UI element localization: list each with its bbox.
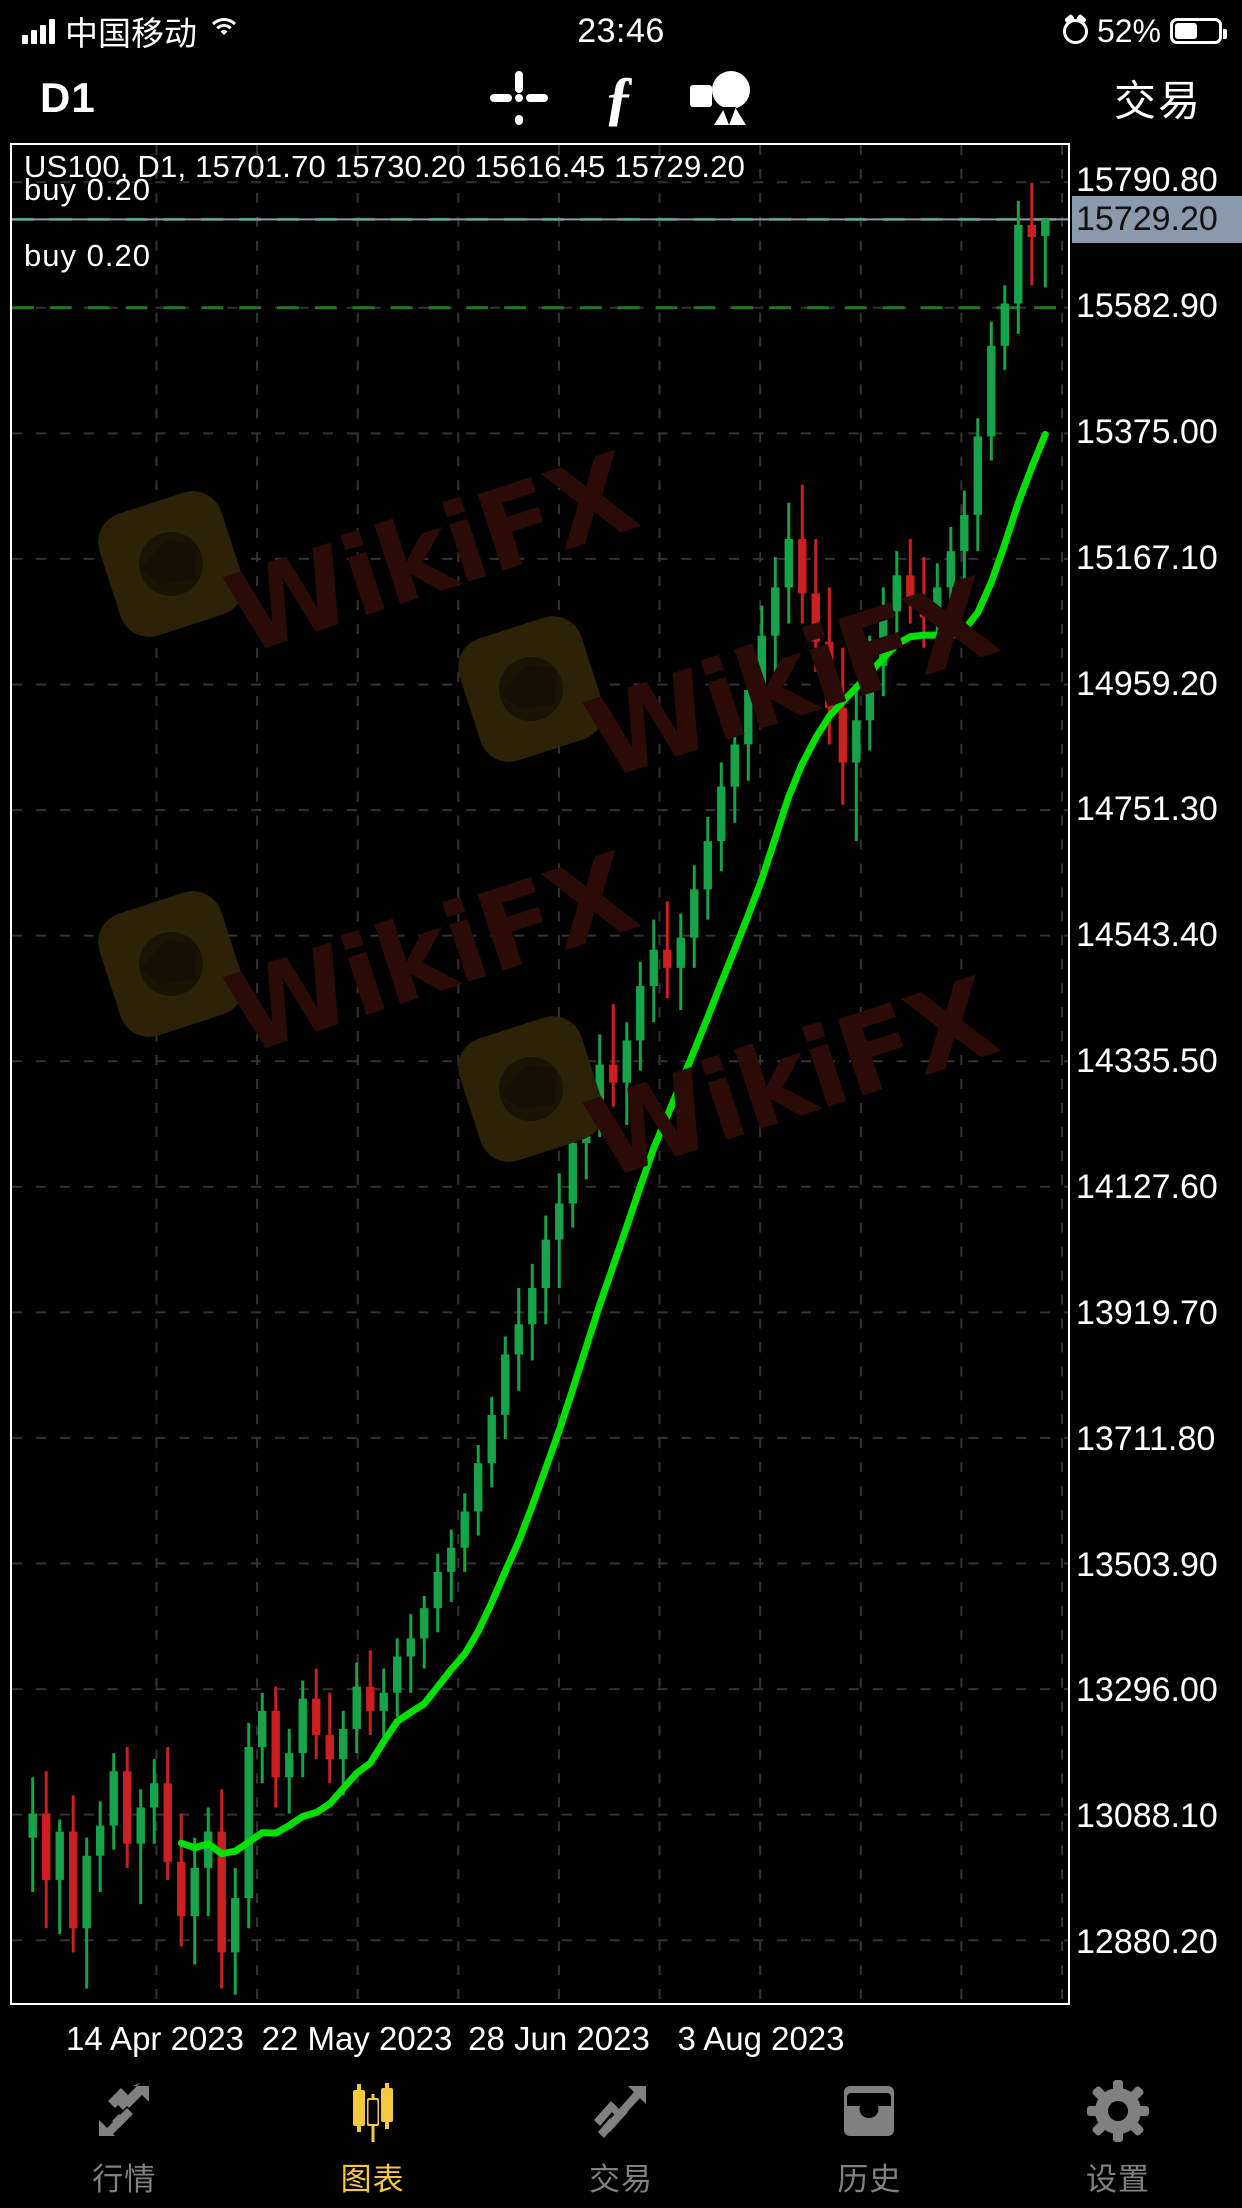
price-tick-label: 14751.30 xyxy=(1076,790,1218,829)
chart-toolbar: D1 ƒ 交易 xyxy=(0,62,1242,134)
nav-item-quotes[interactable]: 行情 xyxy=(0,2068,248,2208)
position-label-2: buy 0.20 xyxy=(24,238,151,273)
wifi-icon xyxy=(207,18,241,44)
status-bar-left: 中国移动 xyxy=(22,7,241,55)
objects-icon[interactable] xyxy=(690,71,752,125)
current-price-badge[interactable]: 15729.20 xyxy=(1072,195,1242,243)
price-axis[interactable]: 15790.80 15582.90 15375.00 15167.10 14959.20… xyxy=(1072,143,1242,2005)
nav-label-history: 历史 xyxy=(837,2161,902,2197)
date-tick-label: 14 Apr 2023 xyxy=(66,2020,244,2057)
chart-canvas xyxy=(12,145,1068,2003)
candlestick-chart-icon xyxy=(342,2078,404,2144)
nav-item-trade[interactable]: 交易 xyxy=(497,2068,745,2208)
price-tick-label: 13711.80 xyxy=(1076,1419,1216,1458)
alarm-clock-icon xyxy=(1062,18,1088,44)
nav-item-history[interactable]: 历史 xyxy=(745,2068,993,2208)
crosshair-icon[interactable] xyxy=(490,69,548,127)
price-tick-label: 14127.60 xyxy=(1076,1168,1218,1207)
price-tick-label: 15167.10 xyxy=(1076,538,1218,577)
price-tick-label: 14335.50 xyxy=(1076,1042,1218,1081)
nav-item-charts[interactable]: 图表 xyxy=(248,2068,496,2208)
timeframe-button[interactable]: D1 xyxy=(40,74,96,121)
battery-percent-label: 52% xyxy=(1096,12,1161,49)
date-tick-label: 3 Aug 2023 xyxy=(677,2020,845,2057)
date-tick-label: 22 May 2023 xyxy=(261,2020,453,2057)
price-tick-label: 13088.10 xyxy=(1076,1797,1218,1836)
position-label-1: buy 0.20 xyxy=(24,172,151,207)
cellular-signal-icon xyxy=(22,18,55,44)
price-tick-label: 15790.80 xyxy=(1076,161,1218,200)
battery-icon xyxy=(1170,18,1227,44)
price-tick-label: 14543.40 xyxy=(1076,916,1218,955)
toolbar-icon-group: ƒ xyxy=(490,65,752,131)
price-tick-label: 13503.90 xyxy=(1076,1545,1218,1584)
price-tick-label: 15375.00 xyxy=(1076,412,1218,451)
status-bar: 中国移动 23:46 52% xyxy=(0,0,1242,62)
date-axis: 14 Apr 2023 22 May 2023 28 Jun 2023 3 Aug 2… xyxy=(0,2012,1242,2068)
nav-label-settings: 设置 xyxy=(1085,2161,1150,2197)
price-tick-label: 14959.20 xyxy=(1076,664,1218,703)
carrier-label: 中国移动 xyxy=(65,15,197,52)
function-f-icon[interactable]: ƒ xyxy=(604,65,634,131)
price-chart[interactable]: WikiFX WikiFX WikiFX WikiFX US100, D1, 1… xyxy=(10,143,1070,2005)
status-bar-right: 52% xyxy=(1062,12,1227,50)
nav-item-settings[interactable]: 设置 xyxy=(994,2068,1242,2208)
price-tick-label: 13296.00 xyxy=(1076,1671,1218,1710)
trade-arrow-icon xyxy=(590,2078,652,2144)
bottom-navigation: 行情 图表 交易 xyxy=(0,2068,1242,2208)
price-tick-label: 13919.70 xyxy=(1076,1293,1218,1332)
gear-icon xyxy=(1086,2078,1149,2144)
status-bar-clock: 23:46 xyxy=(577,11,665,50)
nav-label-quotes: 行情 xyxy=(92,2161,157,2197)
trade-button[interactable]: 交易 xyxy=(1113,77,1202,125)
chart-header-label: US100, D1, 15701.70 15730.20 15616.45 15… xyxy=(24,149,746,184)
history-archive-icon xyxy=(838,2078,900,2144)
price-tick-label: 12880.20 xyxy=(1076,1923,1218,1962)
date-tick-label: 28 Jun 2023 xyxy=(468,2020,650,2057)
quotes-arrows-icon xyxy=(93,2078,155,2144)
nav-label-charts: 图表 xyxy=(340,2161,405,2197)
price-tick-label: 15582.90 xyxy=(1076,287,1218,326)
nav-label-trade: 交易 xyxy=(589,2161,654,2197)
